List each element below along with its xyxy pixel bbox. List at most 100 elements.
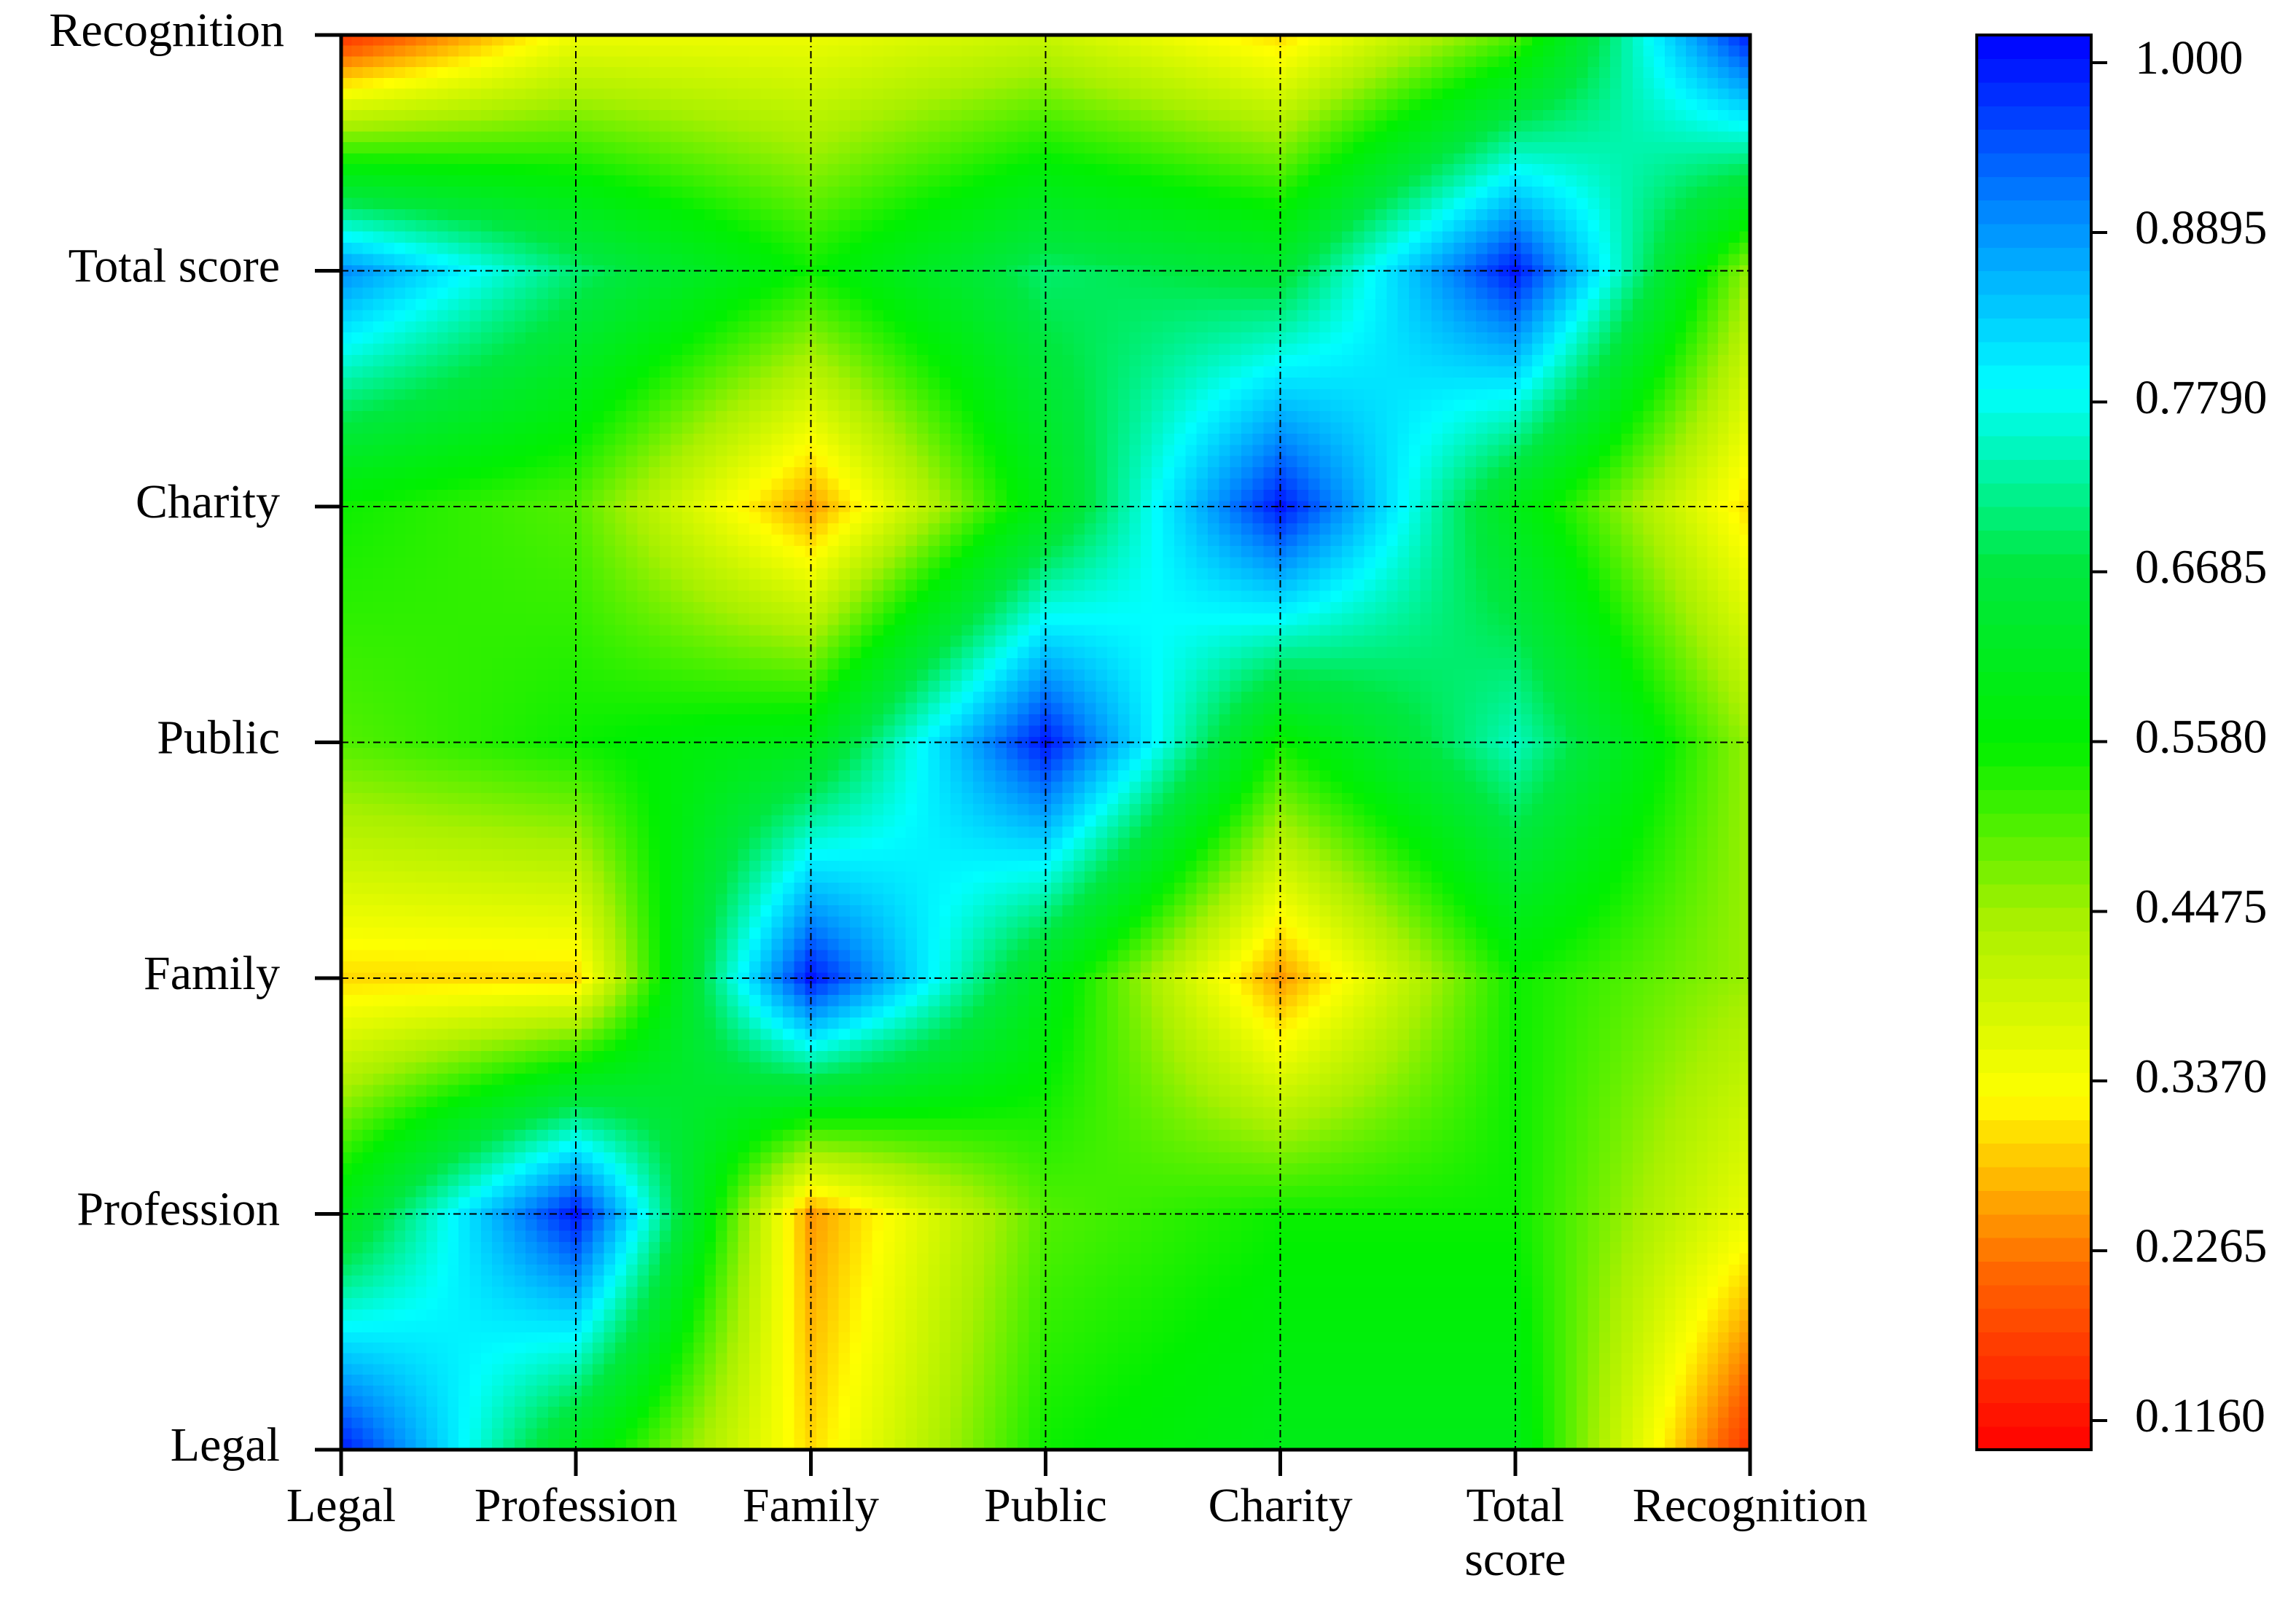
- heat-fill: [1464, 1417, 1477, 1429]
- heat-fill: [1610, 1107, 1623, 1120]
- heat-fill: [1431, 1428, 1443, 1440]
- heat-fill: [1286, 1385, 1298, 1397]
- heat-fill: [917, 1230, 929, 1243]
- heat-fill: [693, 1353, 706, 1365]
- heat-fill: [547, 1118, 560, 1130]
- heat-fill: [850, 1197, 862, 1209]
- heat-fill: [547, 1332, 560, 1343]
- heat-fill: [394, 1364, 406, 1375]
- heat-fill: [1728, 1286, 1741, 1299]
- heat-fill: [1696, 1417, 1709, 1429]
- heat-fill: [526, 1286, 538, 1299]
- heat-fill: [415, 1439, 427, 1450]
- heat-fill: [593, 1343, 605, 1354]
- heat-fill: [372, 1062, 385, 1074]
- heat-fill: [448, 905, 459, 918]
- heat-fill: [1252, 1242, 1265, 1254]
- heat-fill: [715, 1219, 727, 1232]
- heat-fill: [1431, 1298, 1443, 1311]
- heat-fill: [581, 1264, 593, 1276]
- heat-fill: [1342, 1276, 1354, 1288]
- heat-fill: [372, 1118, 385, 1130]
- heat-fill: [536, 995, 549, 1007]
- heat-fill: [593, 1163, 605, 1176]
- heat-fill: [426, 1385, 438, 1397]
- heat-fill: [492, 1407, 504, 1418]
- heat-fill: [514, 927, 526, 940]
- heat-fill: [526, 905, 538, 918]
- heat-fill: [972, 1230, 985, 1243]
- heat-fill: [794, 1353, 806, 1365]
- heat-fill: [492, 1264, 504, 1276]
- heat-fill: [1039, 1309, 1052, 1321]
- heat-fill: [727, 1039, 739, 1052]
- heat-fill: [1096, 1353, 1108, 1365]
- heat-fill: [794, 1332, 806, 1343]
- heat-fill: [503, 1230, 515, 1243]
- heat-fill: [1006, 1186, 1018, 1198]
- heat-fill: [372, 1298, 385, 1311]
- heat-fill: [1219, 1276, 1231, 1288]
- heat-fill: [503, 1385, 515, 1397]
- heat-fill: [1375, 1343, 1388, 1354]
- heat-fill: [1106, 1095, 1119, 1108]
- heat-fill: [593, 983, 605, 996]
- heat-fill: [693, 1332, 706, 1343]
- heat-fill: [536, 1298, 549, 1311]
- heat-fill: [437, 1141, 449, 1153]
- heat-fill: [593, 1264, 605, 1276]
- heat-fill: [1632, 1174, 1644, 1187]
- heat-fill: [1140, 1095, 1152, 1108]
- heat-fill: [917, 1242, 929, 1254]
- heat-fill: [1275, 1320, 1287, 1332]
- heat-fill: [1252, 1107, 1265, 1120]
- heat-fill: [727, 1186, 739, 1198]
- heat-fill: [1308, 1364, 1321, 1375]
- heat-fill: [1588, 1197, 1600, 1209]
- heat-fill: [1297, 1320, 1309, 1332]
- heat-fill: [1610, 1298, 1623, 1311]
- heat-fill: [1319, 1298, 1332, 1311]
- heat-fill: [1453, 1107, 1466, 1120]
- heat-fill: [1196, 1364, 1208, 1375]
- heat-fill: [372, 1428, 385, 1440]
- heat-fill: [1588, 1230, 1600, 1243]
- heat-fill: [492, 1118, 504, 1130]
- heat-fill: [939, 1396, 951, 1407]
- heat-fill: [1718, 1375, 1730, 1386]
- heat-fill: [637, 1107, 649, 1120]
- heat-fill: [1297, 1286, 1309, 1299]
- heat-fill: [715, 1375, 727, 1386]
- heat-fill: [581, 1051, 593, 1063]
- heat-fill: [648, 1298, 660, 1311]
- heat-fill: [1409, 1242, 1421, 1254]
- heat-fill: [704, 1332, 716, 1343]
- heat-fill: [1106, 1276, 1119, 1288]
- heat-fill: [559, 1264, 571, 1276]
- heat-fill: [838, 1130, 851, 1142]
- heat-fill: [405, 1253, 417, 1265]
- heat-fill: [362, 883, 374, 895]
- heat-fill: [341, 1130, 353, 1142]
- heat-fill: [816, 1332, 829, 1343]
- heat-fill: [1174, 1298, 1186, 1311]
- heat-fill: [1409, 1253, 1421, 1265]
- heat-fill: [1728, 1276, 1741, 1288]
- heat-fill: [827, 1197, 840, 1209]
- heat-fill: [1051, 1396, 1063, 1407]
- heat-fill: [1219, 1309, 1231, 1321]
- heat-fill: [1643, 1396, 1655, 1407]
- heat-fill: [637, 1253, 649, 1265]
- heat-fill: [1675, 1428, 1687, 1440]
- heat-fill: [1476, 1332, 1488, 1343]
- heat-fill: [1643, 1130, 1655, 1142]
- heat-fill: [1018, 1253, 1030, 1265]
- heat-fill: [458, 1028, 471, 1041]
- heat-fill: [1219, 1107, 1231, 1120]
- heat-fill: [917, 1364, 929, 1375]
- heat-fill: [704, 1343, 716, 1354]
- heat-fill: [771, 1062, 784, 1074]
- heat-fill: [1342, 1163, 1354, 1176]
- heat-fill: [872, 1353, 884, 1365]
- heat-fill: [1129, 1174, 1141, 1187]
